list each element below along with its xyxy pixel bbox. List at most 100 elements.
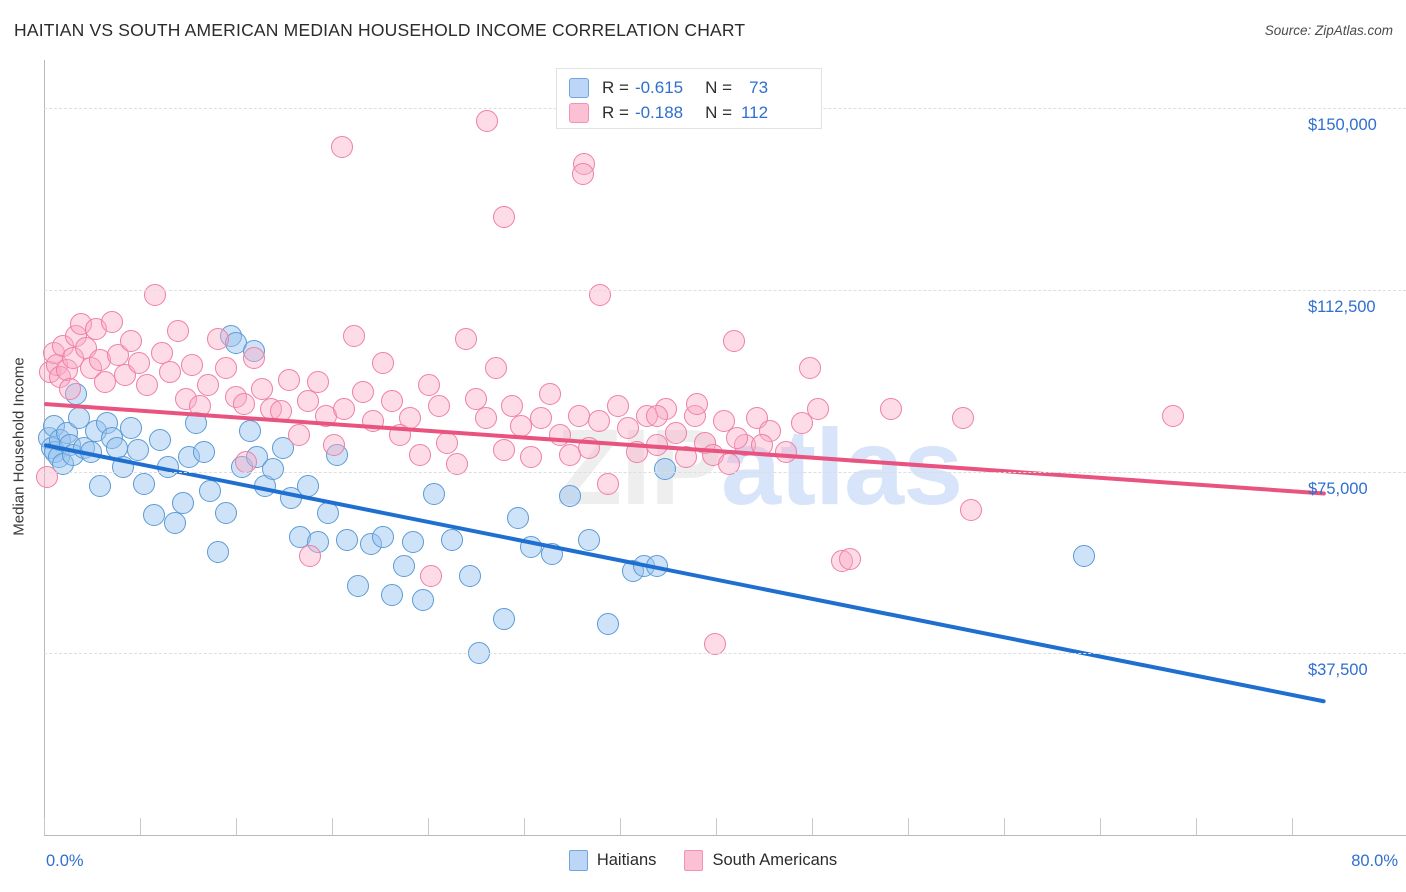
x-axis-tick [139,818,141,835]
scatter-point [199,480,222,503]
scatter-point [879,397,902,420]
series-legend: Haitians South Americans [0,850,1406,871]
scatter-point [392,555,415,578]
stats-swatch-haitians [569,77,589,98]
legend-label-haitians: Haitians [596,851,657,869]
scatter-point [197,373,220,396]
scatter-point [192,441,215,464]
scatter-point [207,327,230,350]
scatter-point [307,371,330,394]
source-attribution: Source: ZipAtlas.com [1264,23,1393,38]
y-axis-tick-label: $112,500 [1308,298,1376,317]
legend-item-south-americans[interactable]: South Americans [684,850,837,871]
scatter-point [126,438,149,461]
scatter-point [529,407,552,430]
scatter-point [332,397,355,420]
scatter-point [250,378,273,401]
y-axis-tick-label: $75,000 [1308,479,1368,498]
scatter-point [331,136,354,159]
scatter-point [476,109,499,132]
scatter-point [136,373,159,396]
scatter-point [445,453,468,476]
scatter-point [726,426,749,449]
gridline [44,471,1406,473]
scatter-point [616,417,639,440]
scatter-point [423,482,446,505]
x-axis-tick [427,818,429,835]
scatter-point [960,499,983,522]
x-axis-tick [1003,818,1005,835]
scatter-point [798,356,821,379]
x-axis-max-label: 80.0% [1351,852,1398,870]
x-axis-tick [235,818,237,835]
scatter-point [578,528,601,551]
scatter-point [144,283,167,306]
scatter-point [420,564,442,587]
scatter-point [128,351,151,374]
scatter-point [181,354,204,377]
scatter-point [163,511,186,534]
scatter-point [492,608,515,631]
scatter-point [411,589,434,612]
scatter-point [215,501,238,524]
scatter-point [371,351,394,374]
scatter-point [713,409,736,432]
scatter-point [166,320,189,343]
stats-row-haitians: R = -0.615 N = 73 [569,75,809,100]
legend-item-haitians[interactable]: Haitians [568,850,657,871]
scatter-point [89,475,112,498]
scatter-point [158,361,181,384]
scatter-point [571,162,594,185]
scatter-point [510,414,533,437]
y-axis-tick-label: $37,500 [1308,661,1368,680]
scatter-point [597,472,620,495]
scatter-point [492,438,515,461]
scatter-point [519,446,542,469]
scatter-point [790,412,813,435]
x-axis-line [44,835,1406,836]
scatter-point [723,329,746,352]
scatter-point [352,380,375,403]
stats-n-label-south-americans: N = [705,102,733,122]
scatter-point [589,283,612,306]
page-title: HAITIAN VS SOUTH AMERICAN MEDIAN HOUSEHO… [14,20,746,40]
stats-n-value-south-americans: 112 [740,102,769,122]
scatter-point [436,431,459,454]
scatter-point [271,436,294,459]
scatter-point [703,632,726,655]
scatter-point [408,443,431,466]
x-axis-tick [1099,818,1101,835]
scatter-point [653,458,676,481]
scatter-point [342,325,365,348]
stats-r-value-haitians: -0.615 [634,77,684,97]
scatter-point [1161,405,1184,428]
scatter-point [132,472,155,495]
scatter-point [347,574,370,597]
scatter-point [149,429,172,452]
scatter-point [428,395,451,418]
y-axis-tick-label: $150,000 [1308,116,1377,135]
gridline [44,290,1406,292]
scatter-point [278,368,301,391]
y-axis-title: Median Household Income [5,0,33,892]
scatter-point [234,451,257,474]
scatter-point [500,395,523,418]
scatter-point [261,458,284,481]
scatter-point [1073,545,1096,568]
scatter-point [242,346,265,369]
scatter-point [474,407,497,430]
x-axis-tick [44,818,45,835]
scatter-point [287,424,310,447]
gridline [44,653,1406,655]
scatter-point [418,373,441,396]
scatter-point [807,397,829,420]
scatter-point [323,434,346,457]
stats-r-label-south-americans: R = [602,102,629,122]
legend-label-south-americans: South Americans [712,851,838,869]
scatter-point [239,419,262,442]
scatter-point [645,405,668,428]
scatter-point [465,388,488,411]
scatter-point [549,424,571,447]
scatter-point [120,417,143,440]
